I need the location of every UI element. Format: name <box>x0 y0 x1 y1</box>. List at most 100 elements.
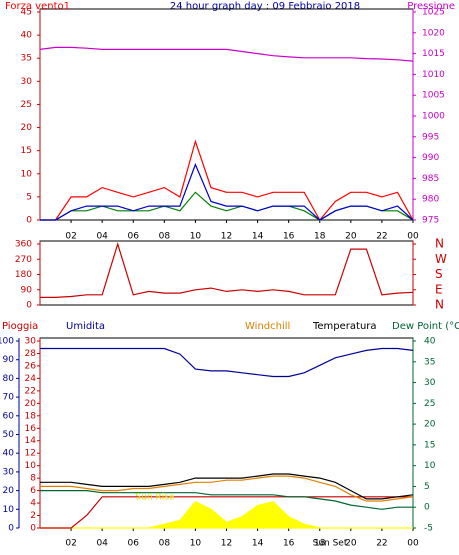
y-tick-label: 10 <box>424 461 436 471</box>
y-tick-label: 40 <box>424 337 436 347</box>
annotation: Sun Rise <box>136 493 175 503</box>
x-tick-label: 14 <box>252 232 264 242</box>
y-tick-label: 270 <box>15 255 32 265</box>
y-tick-label: 10 <box>3 505 15 515</box>
x-tick-label: 14 <box>252 539 264 549</box>
y-tick-label: 24 <box>25 374 37 384</box>
y-tick-label: 0 <box>26 301 32 311</box>
y-tick-label: 1010 <box>422 70 445 80</box>
y-tick-label: 1020 <box>422 28 445 38</box>
y-tick-label: 35 <box>21 54 32 64</box>
y-tick-label: 180 <box>15 270 32 280</box>
x-tick-label: 04 <box>96 232 108 242</box>
y-tick-label: 30 <box>3 467 15 477</box>
y-tick-label: 26 <box>25 361 37 371</box>
y-tick-label: 360 <box>15 240 32 250</box>
x-tick-label: 02 <box>65 232 76 242</box>
y-tick-label: 28 <box>25 349 37 359</box>
x-tick-label: 20 <box>345 539 357 549</box>
x-tick-label: 18 <box>314 232 326 242</box>
y-tick-label: N <box>435 237 444 251</box>
series-line <box>40 139 414 222</box>
y-tick-label: -5 <box>424 524 433 534</box>
y-tick-label: 15 <box>21 146 32 156</box>
y-tick-label: 980 <box>422 195 439 205</box>
x-tick-label: 22 <box>376 232 387 242</box>
y-tick-label: 5 <box>424 482 430 492</box>
y-tick-label: 0 <box>8 524 14 534</box>
y-tick-label: 1000 <box>422 112 445 122</box>
y-tick-label: 0 <box>424 503 430 513</box>
y-tick-label: 14 <box>25 436 37 446</box>
legend-label: Forza vento1 <box>5 1 70 12</box>
y-tick-label: 10 <box>21 169 33 179</box>
y-tick-label: 90 <box>3 355 15 365</box>
y-tick-label: 30 <box>21 77 33 87</box>
series-line <box>39 46 414 62</box>
series-line <box>40 473 414 500</box>
y-tick-label: 30 <box>424 378 436 388</box>
y-tick-label: 5 <box>26 192 32 202</box>
y-tick-label: 60 <box>3 411 15 421</box>
y-tick-label: 80 <box>3 374 15 384</box>
x-tick-label: 08 <box>159 539 171 549</box>
x-tick-label: 12 <box>221 232 232 242</box>
x-tick-label: 20 <box>345 232 357 242</box>
y-tick-label: 40 <box>3 449 15 459</box>
y-tick-label: 35 <box>424 357 435 367</box>
x-tick-label: 10 <box>190 232 202 242</box>
y-tick-label: 8 <box>30 474 36 484</box>
y-tick-label: 100 <box>0 337 14 347</box>
series-line <box>40 496 413 529</box>
x-tick-label: 06 <box>128 539 140 549</box>
y-tick-label: 16 <box>25 424 37 434</box>
y-tick-label: 25 <box>424 399 435 409</box>
x-tick-label: 16 <box>283 539 295 549</box>
legend-label: Dew Point (°C <box>392 321 459 332</box>
y-tick-label: 6 <box>30 486 36 496</box>
chart-title: 24 hour graph day : 09 Febbraio 2018 <box>170 1 360 12</box>
series-line <box>40 490 413 510</box>
y-tick-label: 20 <box>424 420 436 430</box>
legend-label: Pioggia <box>2 321 38 332</box>
y-tick-label: 1015 <box>422 49 445 59</box>
y-tick-label: 15 <box>424 440 435 450</box>
x-tick-label: 00 <box>407 539 419 549</box>
y-tick-label: 985 <box>422 174 439 184</box>
y-tick-label: 20 <box>3 486 15 496</box>
annotation: Sun Set <box>313 539 348 549</box>
x-tick-label: 16 <box>283 232 295 242</box>
y-tick-label: 30 <box>25 337 37 347</box>
y-tick-label: 12 <box>25 449 36 459</box>
y-tick-label: 45 <box>21 8 32 18</box>
legend-label: Pressione <box>407 1 455 12</box>
y-tick-label: 2 <box>30 511 36 521</box>
series-line <box>40 475 414 502</box>
y-tick-label: 40 <box>21 31 33 41</box>
legend-label: Windchill <box>245 321 290 332</box>
series-area <box>40 501 413 529</box>
x-tick-label: 06 <box>128 232 140 242</box>
y-tick-label: 995 <box>422 132 439 142</box>
x-tick-label: 08 <box>159 232 171 242</box>
y-tick-label: 0 <box>26 216 32 226</box>
series-line <box>40 162 414 221</box>
y-tick-label: 975 <box>422 216 439 226</box>
legend-label: Temperatura <box>312 321 377 332</box>
y-tick-label: N <box>435 298 444 312</box>
y-tick-label: 1005 <box>422 91 445 101</box>
y-tick-label: 4 <box>30 499 36 509</box>
x-tick-label: 10 <box>190 539 202 549</box>
x-tick-label: 22 <box>376 539 387 549</box>
y-tick-label: S <box>435 267 443 281</box>
y-tick-label: 18 <box>25 411 37 421</box>
y-tick-label: 70 <box>3 393 15 403</box>
x-tick-label: 02 <box>65 539 76 549</box>
x-tick-label: 12 <box>221 539 232 549</box>
y-tick-label: 10 <box>25 461 37 471</box>
y-tick-label: W <box>435 252 447 266</box>
legend-label: Umidita <box>66 321 105 332</box>
y-tick-label: 50 <box>3 430 15 440</box>
series-line <box>40 347 414 378</box>
x-tick-label: 04 <box>96 539 108 549</box>
